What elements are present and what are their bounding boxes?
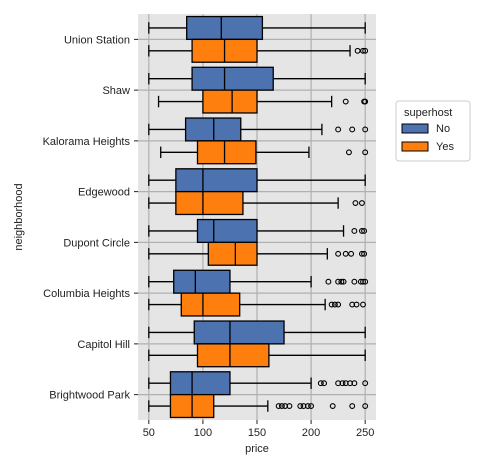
box-iqr	[180, 292, 241, 317]
box-dupont-circle-no	[148, 218, 368, 244]
outlier-point	[335, 278, 342, 285]
outlier-point	[354, 47, 361, 54]
outlier-point	[338, 278, 345, 285]
box-iqr	[186, 15, 264, 41]
box-iqr	[191, 66, 274, 91]
outlier-point	[362, 403, 369, 409]
box-layer	[148, 15, 369, 419]
legend-title: superhost	[404, 107, 452, 119]
outlier-point	[349, 403, 356, 409]
outlier-point	[351, 380, 358, 387]
box-kalorama-heights-yes	[160, 140, 369, 165]
outlier-point	[342, 98, 349, 105]
outlier-point	[358, 200, 365, 206]
outlier-point	[317, 380, 324, 387]
box-iqr	[202, 89, 258, 114]
outlier-point	[360, 301, 366, 308]
outlier-point	[351, 278, 358, 285]
box-brightwood-park-yes	[148, 393, 369, 419]
outlier-point	[308, 403, 315, 409]
box-iqr	[207, 241, 258, 266]
outlier-point	[348, 250, 355, 257]
outlier-point	[275, 403, 282, 409]
outlier-point	[325, 278, 332, 285]
box-iqr	[196, 140, 257, 165]
outlier-point	[335, 301, 342, 308]
outlier-point	[328, 301, 335, 308]
outlier-point	[297, 403, 304, 409]
x-tick-label: 50	[143, 427, 155, 439]
box-iqr	[196, 218, 258, 244]
outlier-point	[360, 278, 366, 285]
outlier-point	[358, 228, 365, 234]
outlier-point	[362, 98, 369, 105]
legend-label-yes: Yes	[436, 141, 454, 153]
x-tick-label: 250	[356, 427, 374, 439]
legend-swatch-yes	[401, 141, 429, 152]
y-tick-label: Dupont Circle	[63, 237, 130, 249]
box-iqr	[175, 190, 244, 216]
outlier-point	[352, 200, 359, 206]
outlier-point	[360, 47, 366, 54]
y-axis-title: neighborhood	[13, 183, 25, 250]
outlier-point	[362, 149, 369, 156]
box-iqr	[169, 371, 231, 396]
y-tick-label: Kalorama Heights	[43, 136, 131, 148]
box-columbia-heights-yes	[148, 292, 366, 317]
box-iqr	[173, 269, 231, 294]
box-iqr	[196, 343, 270, 368]
outlier-point	[358, 250, 365, 257]
outlier-point	[335, 250, 342, 257]
box-capitol-hill-yes	[148, 343, 366, 368]
x-tick-label: 200	[302, 427, 320, 439]
box-columbia-heights-no	[148, 269, 369, 294]
outlier-point	[340, 278, 347, 285]
outlier-point	[361, 228, 368, 234]
outlier-point	[362, 278, 369, 285]
y-tick-label: Union Station	[64, 34, 130, 46]
outlier-point	[278, 403, 285, 409]
outlier-point	[346, 149, 352, 156]
box-iqr	[175, 168, 258, 193]
y-tick-label: Columbia Heights	[43, 288, 130, 300]
outlier-point	[349, 126, 356, 133]
box-iqr	[193, 320, 285, 345]
box-edgewood-no	[148, 168, 366, 193]
outlier-point	[353, 301, 360, 308]
outlier-point	[339, 380, 346, 387]
legend: superhost No Yes	[395, 100, 471, 162]
outlier-point	[304, 403, 311, 409]
outlier-point	[361, 250, 368, 257]
x-tick-label: 150	[248, 427, 266, 439]
box-edgewood-yes	[148, 190, 365, 216]
y-tick-label: Edgewood	[78, 187, 130, 199]
box-capitol-hill-no	[148, 320, 366, 345]
outlier-point	[362, 126, 369, 133]
y-tick-label: Shaw	[102, 85, 130, 97]
outlier-point	[321, 380, 328, 387]
outlier-point	[362, 47, 369, 54]
box-dupont-circle-yes	[148, 241, 368, 266]
outlier-point	[362, 380, 369, 387]
y-tick-label: Brightwood Park	[49, 390, 130, 402]
x-tick-layer: 50 100 150 200 250	[143, 420, 374, 439]
x-axis-title: price	[245, 443, 269, 455]
outlier-point	[331, 301, 338, 308]
box-union-station-yes	[148, 38, 369, 63]
legend-swatch-no	[401, 123, 429, 134]
legend-label-no: No	[436, 123, 450, 135]
box-shaw-yes	[157, 89, 369, 114]
outlier-point	[335, 126, 342, 133]
y-tick-layer: Union Station Shaw Kalorama Heights Edgewoo…	[43, 34, 138, 402]
outlier-point	[329, 403, 336, 409]
outlier-point	[342, 250, 349, 257]
outlier-point	[286, 403, 293, 409]
box-shaw-no	[148, 66, 366, 91]
y-tick-label: Capitol Hill	[77, 339, 130, 351]
outlier-point	[351, 228, 358, 234]
x-tick-label: 100	[194, 427, 212, 439]
